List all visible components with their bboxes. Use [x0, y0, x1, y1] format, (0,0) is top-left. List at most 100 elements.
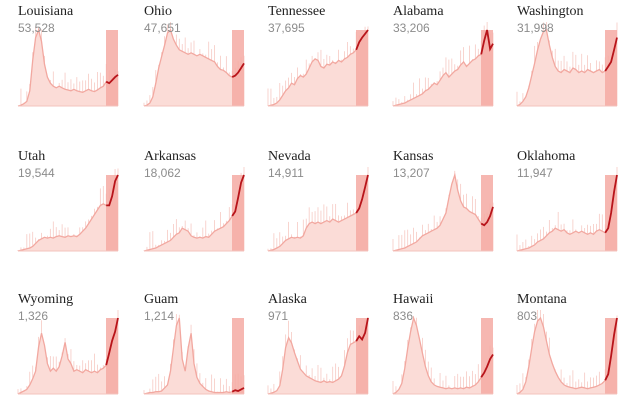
state-count: 19,544	[18, 166, 55, 180]
state-panel: Utah 19,544	[17, 149, 130, 269]
recent-trend-line	[231, 387, 245, 393]
state-panel: Tennessee 37,695	[267, 4, 380, 124]
state-panel: Arkansas 18,062	[143, 149, 256, 269]
state-count: 53,528	[18, 21, 55, 35]
recent-trend-line	[231, 174, 245, 217]
state-count: 33,206	[393, 21, 430, 35]
sparkline	[267, 26, 369, 107]
recent-trend-line	[480, 354, 494, 378]
state-count: 31,998	[517, 21, 554, 35]
state-count: 836	[393, 309, 414, 323]
trend-line	[267, 29, 369, 107]
recent-trend-line	[604, 37, 618, 72]
state-panel: Montana 803	[516, 292, 629, 412]
sparkline	[17, 310, 119, 395]
state-panel: Guam 1,214	[143, 292, 256, 412]
trend-line	[17, 317, 119, 395]
state-name: Kansas	[393, 149, 434, 164]
area	[268, 175, 368, 251]
state-name: Tennessee	[268, 4, 326, 19]
recent-trend-line	[355, 174, 369, 214]
sparkline	[516, 22, 618, 107]
state-panel: Ohio 47,651	[143, 4, 256, 124]
recent-trend-line	[105, 74, 119, 85]
trend-line	[267, 174, 369, 252]
recent-highlight	[106, 175, 118, 251]
area	[268, 30, 368, 106]
state-name: Nevada	[268, 149, 311, 164]
recent-trend-line	[480, 206, 494, 227]
recent-trend-line	[355, 317, 369, 342]
trend-line	[143, 317, 245, 395]
state-count: 47,651	[144, 21, 181, 35]
state-name: Ohio	[144, 4, 172, 19]
state-count: 1,326	[18, 309, 49, 323]
sparkline	[516, 310, 618, 395]
recent-trend-line	[355, 29, 369, 51]
state-count: 14,911	[268, 166, 304, 180]
sparkline	[17, 168, 119, 252]
area	[18, 30, 118, 106]
sparkline	[392, 315, 494, 395]
state-name: Alabama	[393, 4, 444, 19]
recent-highlight	[356, 175, 368, 251]
trend-line	[267, 317, 369, 395]
recent-trend-line	[604, 174, 618, 234]
area	[18, 175, 118, 251]
state-panel: Alaska 971	[267, 292, 380, 412]
recent-highlight	[481, 318, 493, 394]
state-name: Wyoming	[18, 292, 74, 307]
state-panel: Hawaii 836	[392, 292, 505, 412]
recent-highlight	[106, 30, 118, 106]
recent-trend-line	[106, 174, 119, 207]
sparkline	[516, 167, 618, 252]
area	[268, 318, 368, 394]
recent-highlight	[232, 30, 244, 106]
sparkline	[267, 317, 369, 395]
recent-highlight	[232, 318, 244, 394]
sparkline	[267, 167, 369, 252]
recent-highlight	[106, 318, 118, 394]
trend-line	[392, 315, 494, 395]
state-count: 13,207	[393, 166, 430, 180]
area	[517, 318, 617, 394]
state-name: Utah	[18, 149, 46, 164]
state-name: Guam	[144, 292, 179, 307]
state-name: Hawaii	[393, 292, 434, 307]
sparkline	[143, 22, 245, 107]
area	[393, 30, 493, 106]
sparkline	[143, 314, 245, 395]
state-count: 1,214	[144, 309, 175, 323]
recent-highlight	[481, 175, 493, 251]
state-panel: Kansas 13,207	[392, 149, 505, 269]
state-panel: Washington 31,998	[516, 4, 629, 124]
area	[144, 318, 244, 394]
state-count: 803	[517, 309, 538, 323]
recent-highlight	[481, 30, 493, 106]
area	[18, 318, 118, 394]
recent-highlight	[356, 30, 368, 106]
trend-line	[516, 316, 618, 395]
sparkline	[392, 22, 494, 107]
state-name: Oklahoma	[517, 149, 576, 164]
state-count: 37,695	[268, 21, 305, 35]
state-count: 18,062	[144, 166, 181, 180]
state-name: Arkansas	[144, 149, 197, 164]
trend-line	[17, 27, 119, 107]
state-name: Montana	[517, 292, 567, 307]
trend-line	[143, 174, 245, 252]
trend-line	[17, 174, 119, 252]
area	[144, 30, 244, 106]
state-count: 11,947	[517, 166, 553, 180]
recent-trend-line	[604, 317, 618, 381]
trend-line	[516, 29, 618, 107]
area	[393, 175, 493, 251]
sparkline	[143, 167, 245, 252]
state-name: Washington	[517, 4, 584, 19]
state-name: Alaska	[268, 292, 307, 307]
state-count: 971	[268, 309, 289, 323]
state-panel: Nevada 14,911	[267, 149, 380, 269]
area	[144, 175, 244, 251]
area	[517, 30, 617, 106]
recent-trend-line	[231, 62, 245, 78]
